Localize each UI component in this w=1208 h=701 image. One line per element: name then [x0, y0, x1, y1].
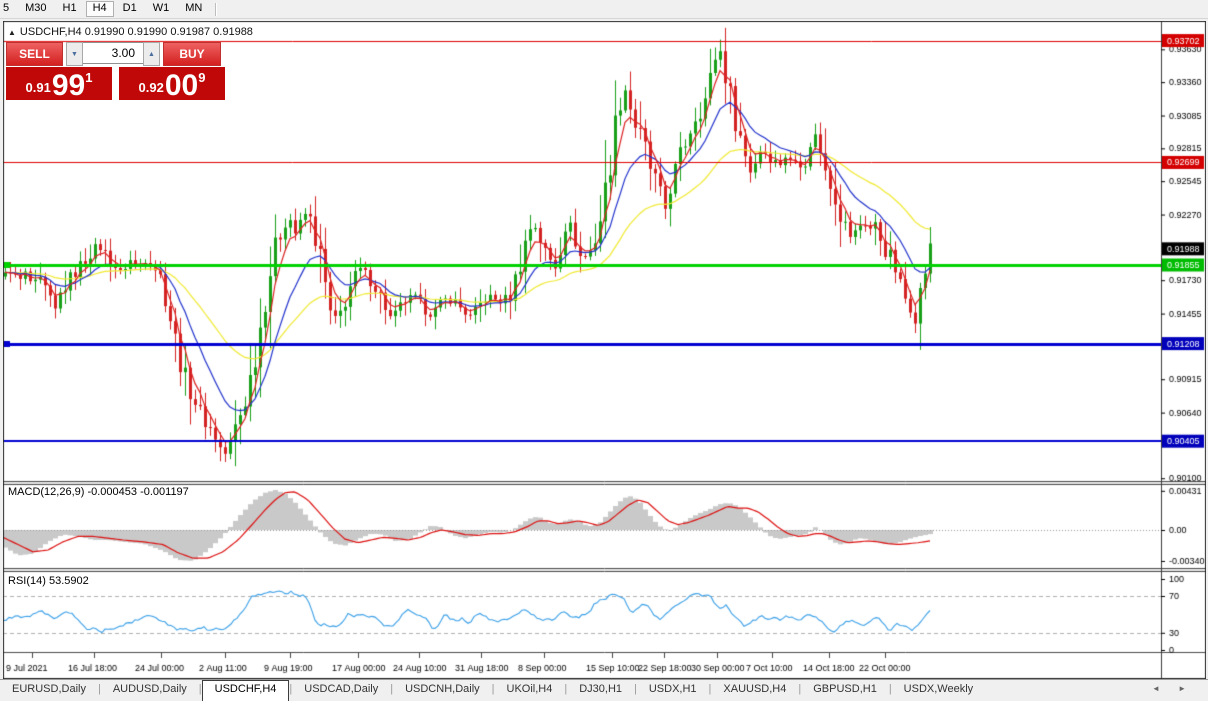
tab-separator: |	[888, 683, 892, 695]
tab-separator: |	[97, 683, 101, 695]
sell-button[interactable]: SELL	[6, 42, 63, 66]
timeframe-button-m30[interactable]: M30	[25, 2, 47, 14]
tab-separator: |	[289, 683, 293, 695]
toolbar-separator	[215, 2, 218, 16]
chart-tab-usdx-weekly[interactable]: USDX,Weekly	[903, 683, 974, 695]
sell-price-prefix: 0.91	[25, 80, 51, 95]
sell-price-display[interactable]: 0.91 99 1	[6, 67, 112, 102]
symbol-ohlc-text: USDCHF,H4 0.91990 0.91990 0.91987 0.9198…	[19, 26, 253, 38]
chart-tab-eurusd-daily[interactable]: EURUSD,Daily	[12, 683, 86, 695]
rsi-label: RSI(14) 53.5902	[8, 575, 89, 587]
timeframe-toolbar: 5 M30 H1 H4 D1 W1 MN	[0, 0, 1208, 19]
tab-separator: |	[798, 683, 802, 695]
chart-tab-usdcnh-daily[interactable]: USDCNH,Daily	[405, 683, 480, 695]
tab-separator: |	[634, 683, 637, 695]
tab-separator: |	[708, 683, 712, 695]
timeframe-button-h1[interactable]: H1	[62, 2, 77, 14]
volume-increase-button[interactable]: ▲	[143, 42, 160, 66]
tab-separator: |	[491, 683, 495, 695]
chart-tab-usdcad-daily[interactable]: USDCAD,Daily	[304, 683, 379, 695]
down-arrow-icon: ▼	[71, 50, 78, 58]
tab-separator: |	[198, 683, 202, 695]
chart-tab-ukoil-h4[interactable]: UKOil,H4	[506, 683, 553, 695]
tab-separator: |	[390, 683, 394, 695]
timeframe-button-5[interactable]: 5	[3, 2, 10, 14]
volume-input[interactable]	[83, 42, 143, 64]
collapse-triangle-icon[interactable]: ▲	[8, 28, 16, 37]
sell-price-sup: 1	[85, 70, 93, 85]
symbol-info: ▲ USDCHF,H4 0.91990 0.91990 0.91987 0.919…	[8, 26, 253, 38]
macd-label: MACD(12,26,9) -0.000453 -0.001197	[8, 486, 189, 498]
sell-price-big: 99	[51, 69, 86, 102]
chart-canvas[interactable]	[3, 21, 1206, 679]
buy-button[interactable]: BUY	[163, 42, 221, 66]
tab-scroll-arrows[interactable]: ◄ ►	[1151, 684, 1194, 693]
timeframe-button-h4[interactable]: H4	[85, 1, 114, 17]
chart-tabs-bar: EURUSD,Daily | AUDUSD,Daily | USDCHF,H4 | USDC…	[0, 679, 1208, 701]
buy-price-display[interactable]: 0.92 00 9	[119, 67, 225, 102]
timeframe-button-mn[interactable]: MN	[185, 2, 203, 14]
chart-tab-audusd-daily[interactable]: AUDUSD,Daily	[112, 683, 187, 695]
chart-tab-dj30-h1[interactable]: DJ30,H1	[579, 683, 622, 695]
buy-price-big: 00	[164, 69, 199, 102]
timeframe-button-w1[interactable]: W1	[152, 2, 170, 14]
timeframe-button-d1[interactable]: D1	[122, 2, 137, 14]
tab-separator: |	[564, 683, 568, 695]
buy-price-prefix: 0.92	[138, 80, 164, 95]
chart-tab-usdx-h1[interactable]: USDX,H1	[648, 683, 697, 695]
volume-decrease-button[interactable]: ▼	[66, 42, 83, 66]
chart-tab-gbpusd-h1[interactable]: GBPUSD,H1	[813, 683, 877, 695]
buy-price-sup: 9	[198, 70, 206, 85]
chart-tab-usdchf-h4[interactable]: USDCHF,H4	[201, 680, 290, 701]
up-arrow-icon: ▲	[148, 50, 155, 58]
chart-tab-xauusd-h4[interactable]: XAUUSD,H4	[723, 683, 787, 695]
